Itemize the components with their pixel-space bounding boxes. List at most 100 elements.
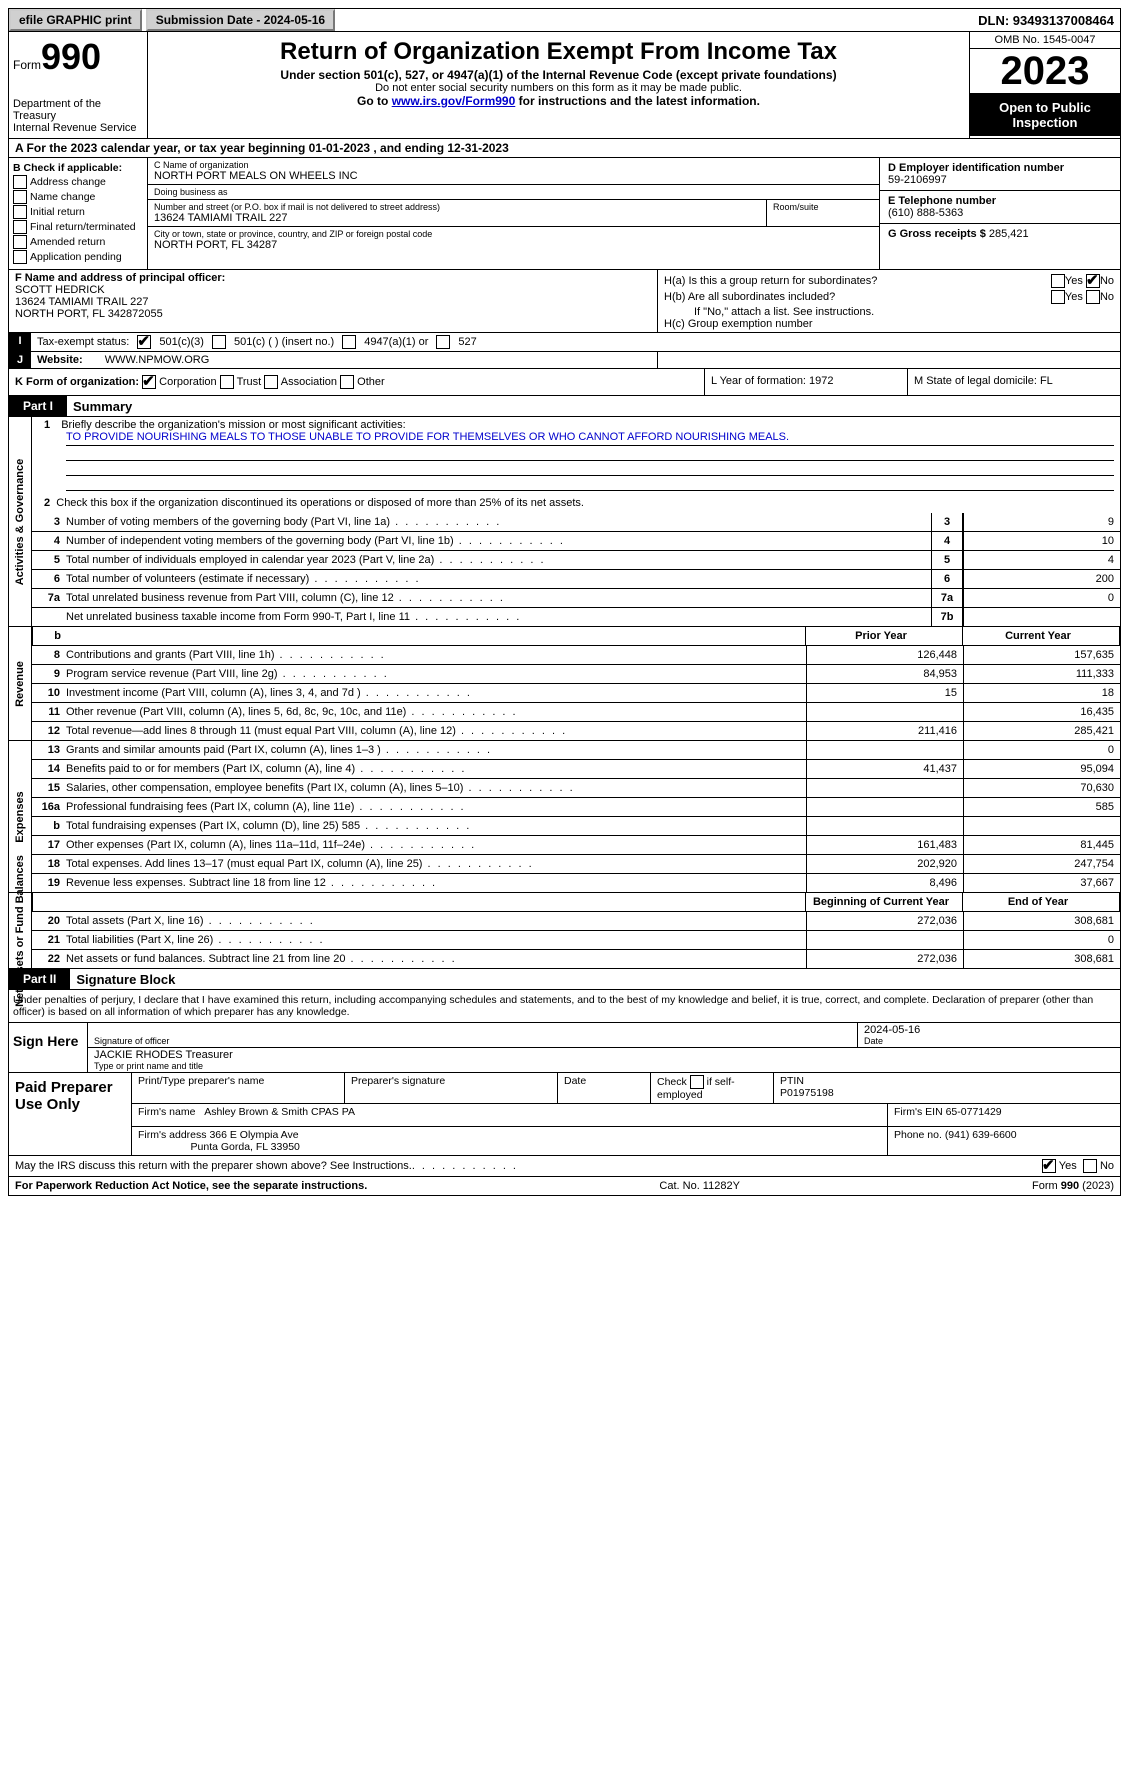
form990-link[interactable]: www.irs.gov/Form990 xyxy=(392,94,516,108)
open-public-inspection: Open to Public Inspection xyxy=(970,94,1120,136)
box-b-label: B Check if applicable: xyxy=(13,162,143,174)
goto-suffix: for instructions and the latest informat… xyxy=(515,94,760,108)
opt-other: Other xyxy=(357,376,385,388)
chk-self-employed[interactable] xyxy=(690,1075,704,1089)
block-f-h: F Name and address of principal officer:… xyxy=(8,270,1121,333)
gross-receipts-label: G Gross receipts $ xyxy=(888,228,986,240)
chk-ha-yes[interactable] xyxy=(1051,274,1065,288)
summary-row: 20Total assets (Part X, line 16)272,0363… xyxy=(32,912,1120,931)
website-value: WWW.NPMOW.ORG xyxy=(105,354,209,366)
summary-row: 21Total liabilities (Part X, line 26)0 xyxy=(32,931,1120,950)
hdr-begin-year: Beginning of Current Year xyxy=(805,893,962,911)
row-j-label: J xyxy=(9,352,31,368)
goto-prefix: Go to xyxy=(357,94,392,108)
chk-501c3[interactable] xyxy=(137,335,151,349)
tax-exempt-label: Tax-exempt status: xyxy=(37,336,129,348)
dept-treasury: Department of the Treasury Internal Reve… xyxy=(13,98,143,134)
opt-initial-return: Initial return xyxy=(30,206,85,218)
signature-declaration: Under penalties of perjury, I declare th… xyxy=(8,990,1121,1023)
dln: DLN: 93493137008464 xyxy=(978,13,1120,28)
row-a-tax-year: A For the 2023 calendar year, or tax yea… xyxy=(8,139,1121,158)
ptin-value: P01975198 xyxy=(780,1087,834,1099)
officer-addr2: NORTH PORT, FL 342872055 xyxy=(15,308,651,320)
part1-title: Summary xyxy=(67,399,132,414)
city-label: City or town, state or province, country… xyxy=(154,229,873,239)
summary-row: 18Total expenses. Add lines 13–17 (must … xyxy=(32,855,1120,874)
paid-preparer-label: Paid Preparer Use Only xyxy=(9,1073,132,1155)
sig-date: 2024-05-16 xyxy=(864,1024,1114,1036)
chk-amended[interactable] xyxy=(13,235,27,249)
chk-527[interactable] xyxy=(436,335,450,349)
efile-button[interactable]: efile GRAPHIC print xyxy=(9,9,142,31)
form-number: 990 xyxy=(41,36,101,77)
chk-association[interactable] xyxy=(264,375,278,389)
chk-hb-yes[interactable] xyxy=(1051,290,1065,304)
prep-sig-label: Preparer's signature xyxy=(351,1075,445,1087)
vlabel-revenue: Revenue xyxy=(9,627,32,740)
omb-number: OMB No. 1545-0047 xyxy=(970,32,1120,49)
hb-yes: Yes xyxy=(1065,291,1083,303)
chk-trust[interactable] xyxy=(220,375,234,389)
chk-corporation[interactable] xyxy=(142,375,156,389)
summary-row: 17Other expenses (Part IX, column (A), l… xyxy=(32,836,1120,855)
part2-title: Signature Block xyxy=(70,972,175,987)
hdr-prior-year: Prior Year xyxy=(805,627,962,645)
submission-date: Submission Date - 2024-05-16 xyxy=(146,9,335,31)
hb-note: If "No," attach a list. See instructions… xyxy=(664,306,1114,318)
mission-blank2 xyxy=(66,461,1114,476)
phone-value: (610) 888-5363 xyxy=(888,207,963,219)
ein-label: D Employer identification number xyxy=(888,162,1064,174)
sig-date-label: Date xyxy=(864,1036,1114,1046)
chk-address-change[interactable] xyxy=(13,175,27,189)
opt-app-pending: Application pending xyxy=(30,251,122,263)
chk-discuss-no[interactable] xyxy=(1083,1159,1097,1173)
form-header: Form990 Department of the Treasury Inter… xyxy=(8,32,1121,139)
chk-501c[interactable] xyxy=(212,335,226,349)
footer-form-num: 990 xyxy=(1061,1180,1079,1192)
footer-form-year: (2023) xyxy=(1079,1180,1114,1192)
discuss-question: May the IRS discuss this return with the… xyxy=(15,1160,412,1172)
chk-discuss-yes[interactable] xyxy=(1042,1159,1056,1173)
chk-name-change[interactable] xyxy=(13,190,27,204)
form-title: Return of Organization Exempt From Incom… xyxy=(152,38,965,66)
opt-association: Association xyxy=(281,376,337,388)
opt-name-change: Name change xyxy=(30,191,95,203)
form-org-label: K Form of organization: xyxy=(15,376,139,388)
summary-row: 4Number of independent voting members of… xyxy=(32,532,1120,551)
summary-row: 6Total number of volunteers (estimate if… xyxy=(32,570,1120,589)
summary-row: 11Other revenue (Part VIII, column (A), … xyxy=(32,703,1120,722)
officer-name: SCOTT HEDRICK xyxy=(15,284,651,296)
opt-501c3: 501(c)(3) xyxy=(159,336,204,348)
opt-4947: 4947(a)(1) or xyxy=(364,336,428,348)
officer-addr1: 13624 TAMIAMI TRAIL 227 xyxy=(15,296,651,308)
chk-app-pending[interactable] xyxy=(13,250,27,264)
chk-final-return[interactable] xyxy=(13,220,27,234)
firm-addr2: Punta Gorda, FL 33950 xyxy=(191,1141,300,1153)
firm-ein-label: Firm's EIN xyxy=(894,1106,943,1118)
opt-corporation: Corporation xyxy=(159,376,216,388)
chk-initial-return[interactable] xyxy=(13,205,27,219)
opt-final-return: Final return/terminated xyxy=(30,221,136,233)
line2-text: Check this box if the organization disco… xyxy=(56,497,584,509)
summary-row: 3Number of voting members of the governi… xyxy=(32,513,1120,532)
discuss-yes: Yes xyxy=(1059,1160,1077,1172)
summary-row: bTotal fundraising expenses (Part IX, co… xyxy=(32,817,1120,836)
ptin-label: PTIN xyxy=(780,1075,804,1087)
summary-row: Net unrelated business taxable income fr… xyxy=(32,608,1120,626)
summary-row: 15Salaries, other compensation, employee… xyxy=(32,779,1120,798)
firm-name: Ashley Brown & Smith CPAS PA xyxy=(204,1106,355,1118)
opt-amended: Amended return xyxy=(30,236,105,248)
footer-form: Form xyxy=(1032,1180,1061,1192)
org-name-label: C Name of organization xyxy=(154,160,873,170)
summary-row: 19Revenue less expenses. Subtract line 1… xyxy=(32,874,1120,892)
chk-4947[interactable] xyxy=(342,335,356,349)
chk-hb-no[interactable] xyxy=(1086,290,1100,304)
opt-trust: Trust xyxy=(237,376,262,388)
chk-ha-no[interactable] xyxy=(1086,274,1100,288)
line1-label: Briefly describe the organization's miss… xyxy=(61,419,405,431)
chk-other[interactable] xyxy=(340,375,354,389)
hb-label: H(b) Are all subordinates included? xyxy=(664,291,835,303)
type-name-label: Type or print name and title xyxy=(94,1061,1114,1071)
firm-name-label: Firm's name xyxy=(138,1106,195,1118)
summary-row: 12Total revenue—add lines 8 through 11 (… xyxy=(32,722,1120,740)
